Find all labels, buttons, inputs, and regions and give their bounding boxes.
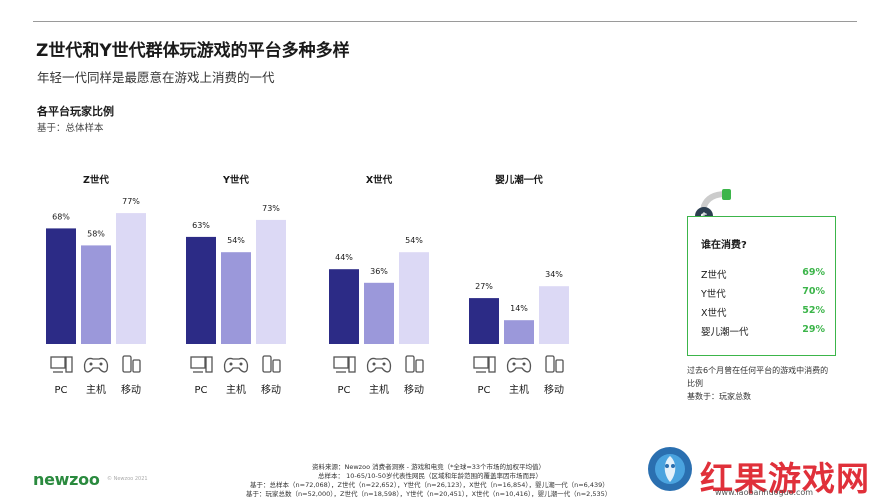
category-label: PC <box>54 385 67 396</box>
footnote-base-players: 基于：玩家总数（n=52,000），Z世代（n=18,598），Y世代（n=20… <box>246 490 612 498</box>
mobile-icon <box>405 355 424 373</box>
category-label: 移动 <box>544 383 564 396</box>
bar <box>329 269 359 344</box>
mobile-icon <box>262 355 281 373</box>
bar <box>186 236 216 344</box>
gamepad-icon <box>506 357 532 373</box>
spending-box-title: 谁在消费? <box>701 240 747 251</box>
category-label: PC <box>194 385 207 396</box>
pc-icon <box>50 356 73 373</box>
spending-row-value: 70% <box>802 286 825 297</box>
chart-title: 婴儿潮一代 <box>495 174 543 186</box>
data-label: 27% <box>475 282 493 291</box>
data-label: 77% <box>122 197 140 206</box>
spending-row-label: Z世代 <box>701 270 727 281</box>
bar <box>399 252 429 344</box>
bar <box>539 286 569 344</box>
category-label: 移动 <box>404 383 424 396</box>
bar <box>46 228 76 344</box>
bar <box>116 213 146 344</box>
spending-row-label: 婴儿潮一代 <box>701 327 749 338</box>
category-label: 主机 <box>226 383 246 396</box>
gamepad-icon <box>83 357 109 373</box>
spending-base: 基数于：玩家总数 <box>687 392 751 401</box>
data-label: 68% <box>52 212 70 221</box>
spending-row-label: Y世代 <box>701 289 726 300</box>
gamepad-icon <box>223 357 249 373</box>
footnote-sample: 总样本： 10-65/10-50岁代表性网民（区域和年龄范围的覆盖率因市场而异） <box>318 472 543 480</box>
data-label: 54% <box>227 236 245 245</box>
category-label: PC <box>337 385 350 396</box>
chart-title: X世代 <box>366 174 393 186</box>
spending-row-value: 69% <box>802 267 825 278</box>
gamepad-icon <box>366 357 392 373</box>
category-label: 移动 <box>261 383 281 396</box>
data-label: 63% <box>192 221 210 230</box>
spending-note: 比例 <box>687 379 703 388</box>
data-label: 34% <box>545 270 563 279</box>
mobile-icon <box>545 355 564 373</box>
section-title: 各平台玩家比例 <box>37 105 114 118</box>
data-label: 44% <box>335 253 353 262</box>
data-label: 36% <box>370 267 388 276</box>
watermark-logo-icon <box>648 447 692 491</box>
spending-note: 过去6个月曾在任何平台的游戏中消费的 <box>687 366 829 375</box>
mobile-icon <box>122 355 141 373</box>
section-base: 基于：总体样本 <box>37 123 104 134</box>
pc-icon <box>190 356 213 373</box>
data-label: 73% <box>262 204 280 213</box>
data-label: 58% <box>87 229 105 238</box>
data-label: 14% <box>510 304 528 313</box>
footnote-base-total: 基于：总样本（n=72,068），Z世代（n=22,652），Y世代（n=26,… <box>250 481 609 489</box>
bar <box>256 219 286 344</box>
page-subtitle: 年轻一代同样是最愿意在游戏上消费的一代 <box>37 70 275 85</box>
pc-icon <box>333 356 356 373</box>
bar <box>221 252 251 344</box>
spending-row-value: 29% <box>802 324 825 335</box>
spending-box: 谁在消费? Z世代 69% Y世代 70% X世代 52% 婴儿潮一代 29% <box>687 216 836 356</box>
chart-title: Z世代 <box>83 174 109 186</box>
page-title: Z世代和Y世代群体玩游戏的平台多种多样 <box>36 41 350 61</box>
spending-row-value: 52% <box>802 305 825 316</box>
category-label: 主机 <box>86 383 106 396</box>
category-label: 移动 <box>121 383 141 396</box>
bar <box>81 245 111 344</box>
copyright: © Newzoo 2021 <box>107 476 148 482</box>
bar <box>504 320 534 344</box>
bar <box>364 282 394 344</box>
category-label: 主机 <box>369 383 389 396</box>
chart-title: Y世代 <box>222 174 249 186</box>
bar <box>469 298 499 344</box>
category-label: PC <box>477 385 490 396</box>
footnote-source: 资料来源：Newzoo 消费者洞察 - 游戏和电竞（*全球=33个市场的加权平均… <box>312 463 546 471</box>
watermark-text: 红果游戏网 <box>700 459 870 498</box>
spending-row-label: X世代 <box>701 308 727 319</box>
pc-icon <box>473 356 496 373</box>
data-label: 54% <box>405 236 423 245</box>
top-divider <box>33 21 857 22</box>
category-label: 主机 <box>509 383 529 396</box>
watermark-url: www.laobanhuoguo.com <box>715 488 814 497</box>
newzoo-logo: newzoo <box>33 470 100 489</box>
